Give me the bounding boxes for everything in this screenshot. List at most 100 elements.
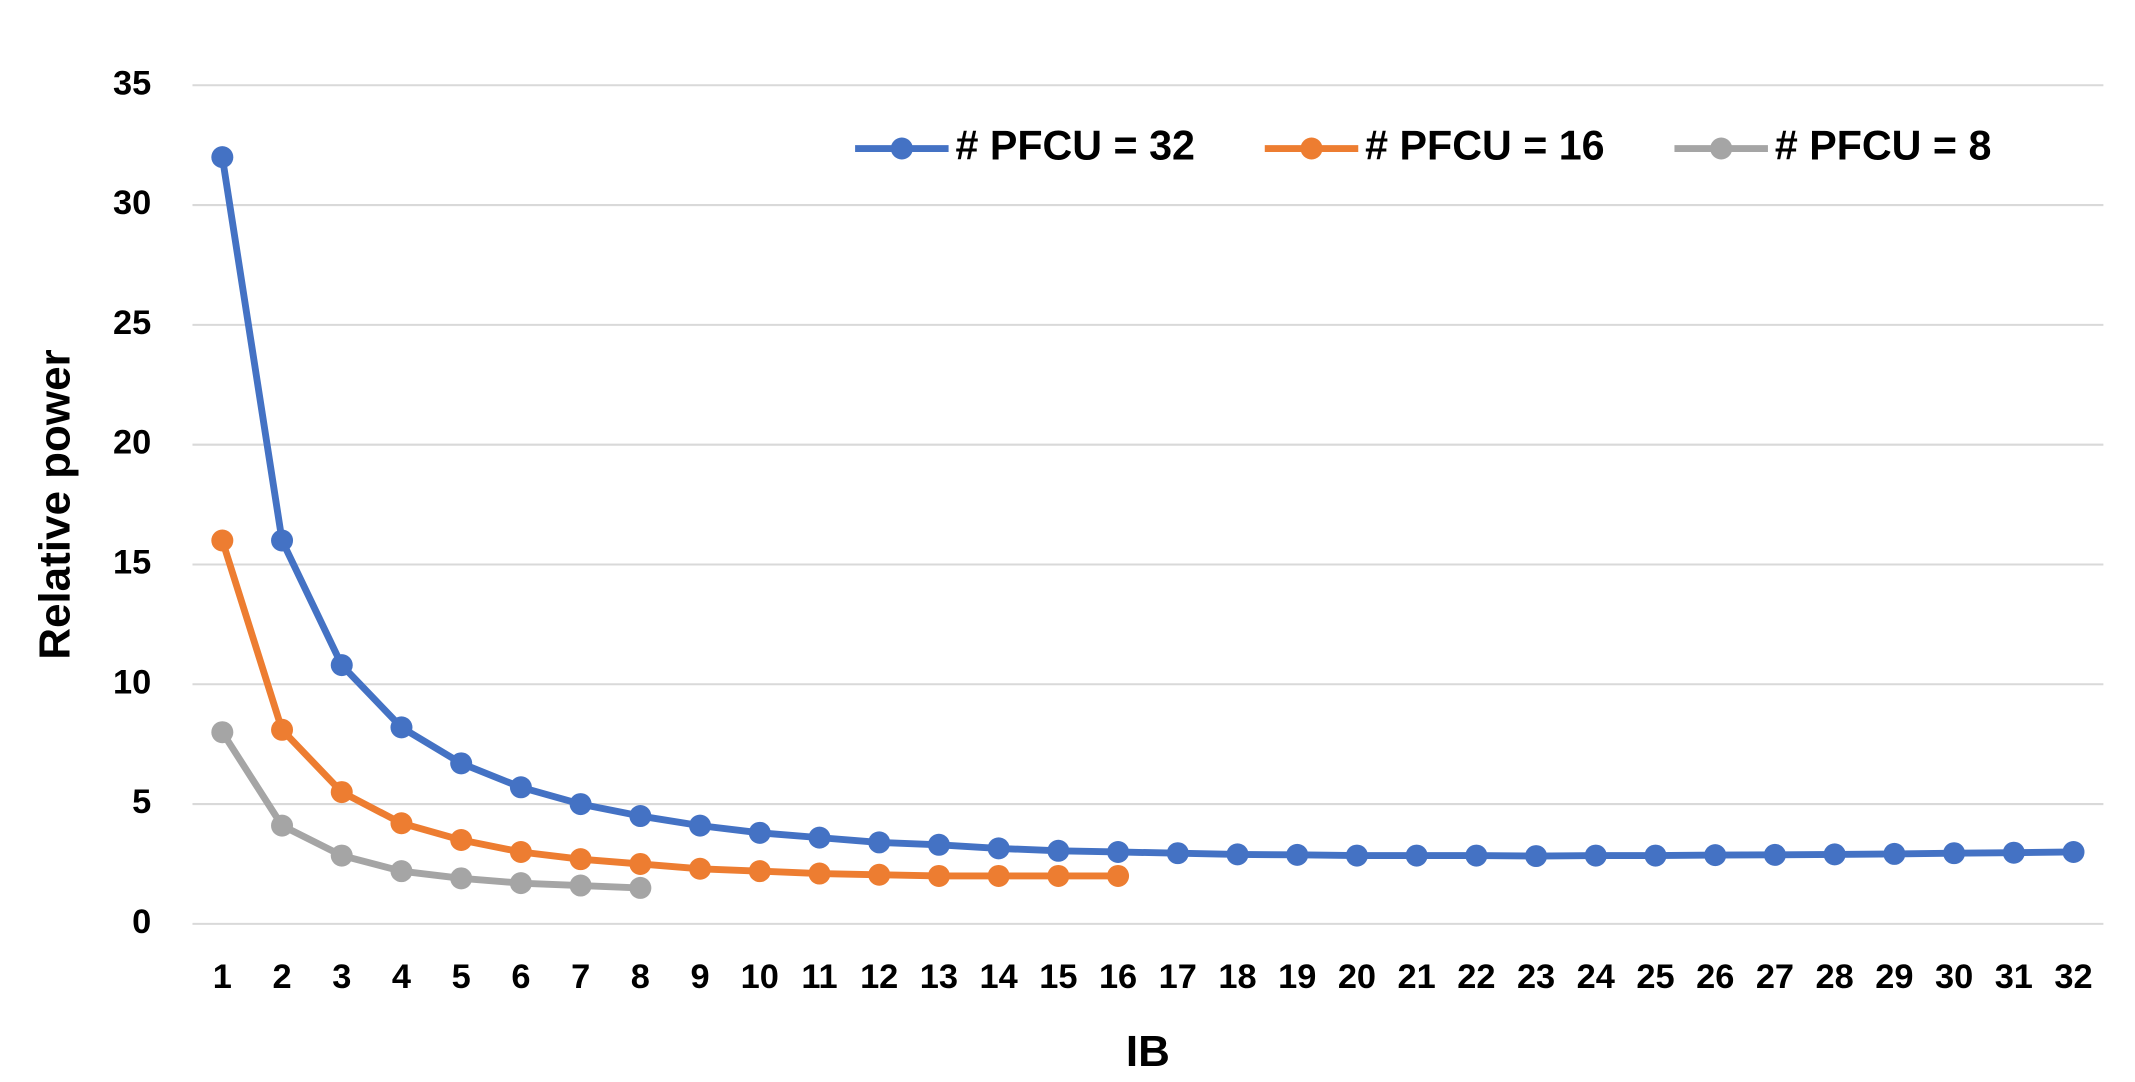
x-tick-label: 8 [631,958,650,996]
data-point [1226,843,1249,866]
x-tick-label: 15 [1039,958,1077,996]
series-line [218,156,2074,860]
data-point [509,840,532,863]
data-point [450,829,473,852]
data-point [509,872,532,895]
x-tick-label: 25 [1636,958,1674,996]
data-point [271,814,294,837]
data-point [629,852,652,875]
x-tick-label: 17 [1159,958,1197,996]
y-tick-label: 25 [113,304,151,342]
y-tick-label: 0 [132,903,151,941]
x-tick-label: 16 [1099,958,1137,996]
x-tick-label: 32 [2054,958,2092,996]
x-tick-label: 7 [571,958,590,996]
data-point [748,860,771,883]
data-point [330,781,353,804]
x-tick-label: 1 [213,958,232,996]
data-point [808,826,831,849]
data-point [689,857,712,880]
x-axis-title: IB [1126,1027,1170,1076]
data-point [1644,844,1667,867]
x-tick-label: 30 [1935,958,1973,996]
y-tick-label: 35 [113,64,151,102]
data-point [927,864,950,887]
x-tick-label: 6 [511,958,530,996]
data-point [450,867,473,890]
data-point [390,812,413,835]
data-point [1286,843,1309,866]
data-point [1943,842,1966,865]
x-tick-label: 13 [920,958,958,996]
y-tick-label: 10 [113,663,151,701]
y-tick-label: 20 [113,424,151,462]
data-point [1405,844,1428,867]
x-tick-label: 19 [1278,958,1316,996]
x-tick-label: 27 [1756,958,1794,996]
data-point [211,721,234,744]
y-tick-label: 5 [132,783,151,821]
data-point [1107,840,1130,863]
data-point [569,793,592,816]
x-tick-label: 5 [452,958,471,996]
data-point [271,718,294,741]
data-point [1763,843,1786,866]
data-point [1107,864,1130,887]
y-tick-label: 30 [113,184,151,222]
x-tick-label: 14 [980,958,1018,996]
data-point [1345,844,1368,867]
data-point [569,848,592,871]
x-tick-label: 18 [1218,958,1256,996]
x-tick-label: 12 [860,958,898,996]
x-tick-label: 31 [1995,958,2033,996]
data-point [1704,844,1727,867]
data-point [927,833,950,856]
data-point [509,776,532,799]
x-tick-label: 28 [1816,958,1854,996]
data-point [330,844,353,867]
data-point [1047,839,1070,862]
x-tick-label: 10 [741,958,779,996]
data-point [2062,840,2085,863]
data-point [629,876,652,899]
data-point [868,863,891,886]
data-point [1823,843,1846,866]
data-point [868,831,891,854]
x-tick-label: 21 [1398,958,1436,996]
x-tick-label: 3 [332,958,351,996]
data-point [211,529,234,552]
data-point [390,716,413,739]
data-point [1465,844,1488,867]
data-point [1047,864,1070,887]
legend-marker [1300,137,1323,160]
data-point [211,146,234,169]
x-tick-label: 24 [1577,958,1615,996]
legend-label: # PFCU = 16 [1365,122,1605,168]
x-tick-label: 9 [690,958,709,996]
data-point [748,821,771,844]
data-point [390,860,413,883]
x-tick-label: 2 [272,958,291,996]
x-tick-label: 22 [1457,958,1495,996]
data-point [1525,845,1548,868]
data-point [808,862,831,885]
legend-marker [890,137,913,160]
data-point [1584,844,1607,867]
legend-label: # PFCU = 8 [1775,122,1992,168]
y-tick-label: 15 [113,544,151,582]
data-point [689,814,712,837]
data-point [1166,842,1189,865]
x-tick-label: 11 [801,958,837,996]
x-tick-label: 23 [1517,958,1555,996]
data-point [629,805,652,828]
data-point [450,752,473,775]
legend-marker [1710,137,1733,160]
series-line [219,539,1119,880]
legend-label: # PFCU = 32 [955,122,1195,168]
x-tick-label: 26 [1696,958,1734,996]
x-tick-label: 4 [392,958,411,996]
data-point [987,864,1010,887]
data-point [2002,841,2025,864]
